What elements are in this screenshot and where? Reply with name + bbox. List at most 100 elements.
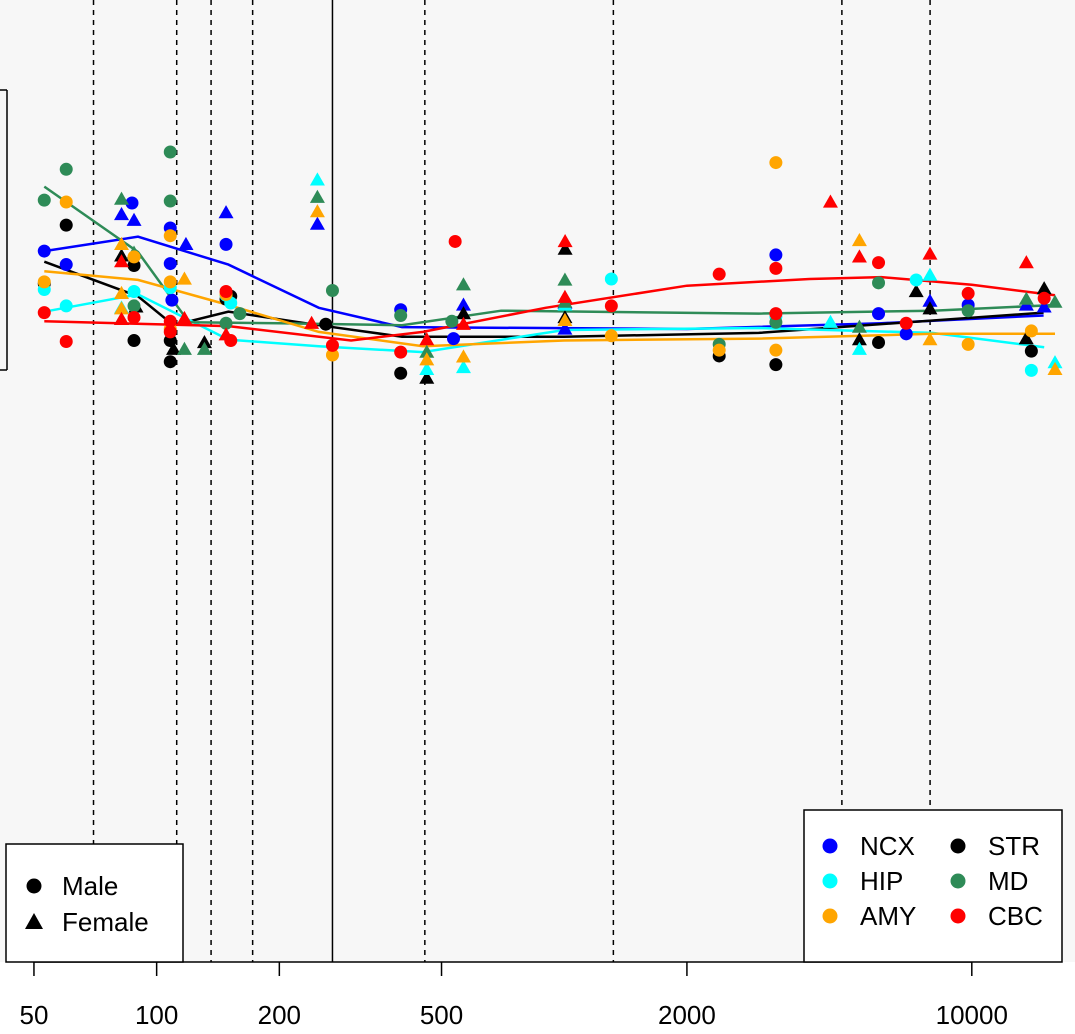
x-tick-label: 2000 (658, 1000, 716, 1030)
data-point-md-female (176, 341, 192, 355)
data-point-hip-female (419, 361, 435, 376)
legend-triangle-marker (25, 913, 43, 929)
data-point-md-male (37, 193, 51, 207)
data-point-str-female (908, 283, 924, 298)
data-point-cbc-female (557, 289, 573, 303)
data-point-str-female (557, 241, 573, 255)
data-point-md-male (325, 284, 339, 298)
data-point-cbc-male (127, 310, 141, 324)
data-point-md-female (419, 344, 435, 358)
data-point-ncx-female (218, 205, 234, 219)
data-point-ncx-male (125, 196, 139, 210)
data-point-md-female (309, 189, 325, 203)
data-point-amy-female (309, 204, 325, 218)
data-point-amy-male (325, 348, 339, 362)
data-point-hip-female (851, 341, 867, 355)
data-point-ncx-female (922, 293, 938, 307)
data-point-cbc-male (163, 314, 177, 328)
legend-color-marker (950, 838, 966, 854)
data-point-cbc-male (899, 316, 913, 330)
data-point-md-male (59, 162, 73, 176)
data-point-str-female (851, 332, 867, 346)
data-point-ncx-male (872, 307, 886, 321)
data-point-ncx-female (557, 321, 573, 335)
data-point-hip-female (309, 172, 325, 186)
data-point-ncx-female (1036, 299, 1052, 313)
data-point-hip-male (127, 284, 141, 298)
x-tick-label: 10000 (936, 1000, 1008, 1030)
data-point-amy-male (163, 275, 177, 289)
region-legend-label: HIP (860, 866, 903, 896)
sex-legend-label: Female (62, 907, 149, 937)
legend-circle-marker (26, 878, 42, 894)
x-tick-label: 50 (19, 1000, 48, 1030)
data-point-cbc-male (325, 338, 339, 352)
data-point-ncx-male (447, 332, 461, 346)
data-point-str-male (127, 334, 141, 348)
data-point-amy-male (604, 329, 618, 343)
data-point-amy-male (1024, 324, 1038, 338)
sex-legend-box (5, 843, 184, 963)
data-point-amy-female (114, 301, 130, 315)
region-legend-label: CBC (988, 901, 1043, 931)
data-point-cbc-male (394, 345, 408, 359)
data-point-ncx-female (178, 236, 194, 250)
data-point-md-female (557, 272, 573, 286)
data-point-cbc-male (712, 267, 726, 281)
data-point-cbc-female (114, 254, 130, 268)
data-point-md-female (1047, 294, 1063, 308)
data-point-amy-male (127, 250, 141, 264)
data-point-str-female (1018, 331, 1034, 345)
data-point-amy-male (961, 337, 975, 351)
data-point-ncx-male (219, 237, 233, 251)
region-legend-label: STR (988, 831, 1040, 861)
data-point-md-female (114, 191, 130, 205)
region-legend-label: MD (988, 866, 1028, 896)
data-point-cbc-male (163, 325, 177, 339)
data-point-md-male (163, 194, 177, 208)
data-point-amy-female (114, 236, 130, 250)
legend-color-marker (822, 873, 838, 889)
data-point-str-male (769, 358, 783, 372)
data-point-amy-female (851, 233, 867, 247)
data-point-ncx-male (37, 244, 51, 258)
data-point-amy-male (769, 156, 783, 170)
data-point-amy-male (712, 343, 726, 357)
legend-color-marker (822, 838, 838, 854)
data-point-md-male (394, 309, 408, 323)
data-point-md-female (1018, 291, 1034, 305)
data-point-str-male (394, 366, 408, 380)
data-point-ncx-male (163, 257, 177, 271)
legend-color-marker (950, 873, 966, 889)
sex-legend-label: Male (62, 871, 118, 901)
data-point-str-male (1024, 344, 1038, 358)
data-point-ncx-male (899, 327, 913, 341)
data-point-ncx-female (455, 297, 471, 311)
data-point-ncx-male (769, 248, 783, 262)
data-point-hip-female (922, 267, 938, 281)
data-point-str-female (166, 341, 182, 355)
data-point-md-male (127, 299, 141, 313)
data-point-cbc-female (922, 246, 938, 260)
data-point-str-male (872, 335, 886, 349)
data-point-cbc-female (419, 332, 435, 346)
data-point-cbc-female (176, 310, 192, 325)
x-tick-label: 500 (420, 1000, 463, 1030)
data-point-amy-female (557, 312, 573, 326)
data-point-cbc-female (557, 233, 573, 248)
data-point-cbc-male (59, 335, 73, 349)
data-point-cbc-male (1037, 291, 1051, 305)
data-point-md-female (196, 341, 212, 355)
data-point-amy-female (455, 349, 471, 363)
data-point-hip-male (59, 299, 73, 313)
data-point-hip-female (822, 314, 838, 328)
plot-area (0, 0, 1075, 962)
region-legend-label: AMY (860, 901, 916, 931)
data-point-hip-male (1024, 363, 1038, 377)
data-point-md-male (445, 314, 459, 328)
data-point-cbc-female (822, 194, 838, 208)
data-point-md-male (163, 145, 177, 159)
data-point-amy-female (176, 271, 192, 285)
data-point-cbc-female (1018, 255, 1034, 269)
